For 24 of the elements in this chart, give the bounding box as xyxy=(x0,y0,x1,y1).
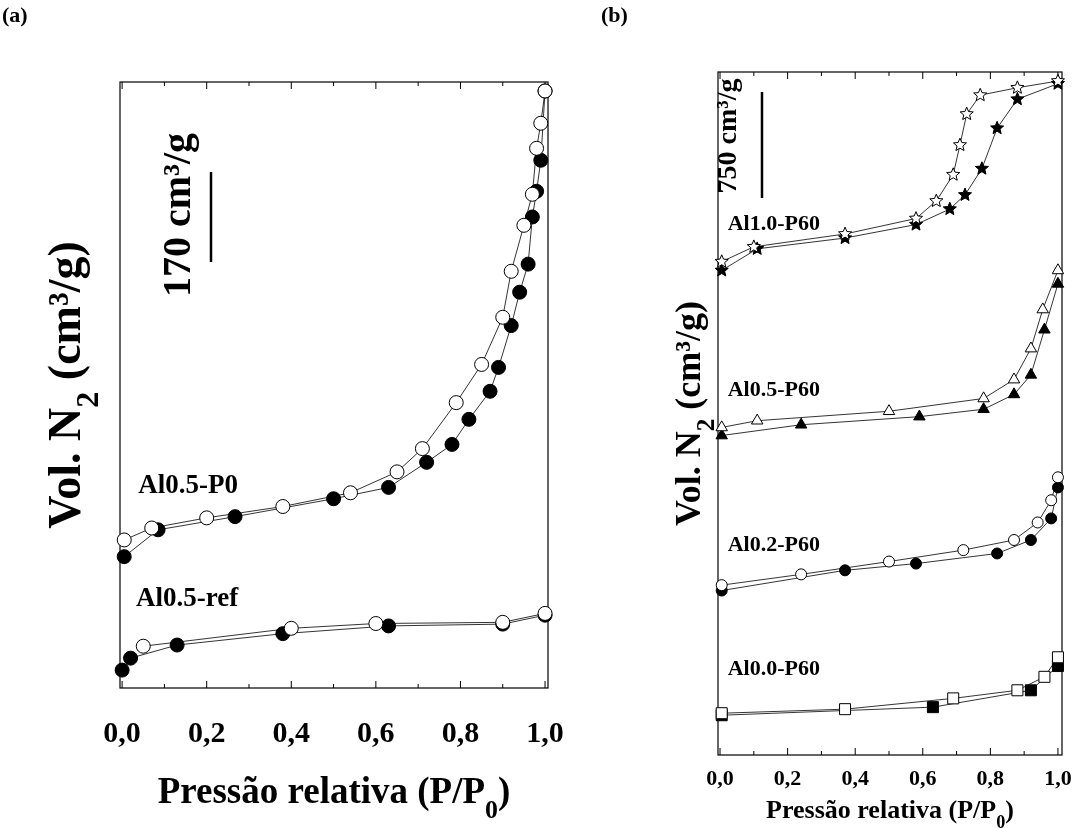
series-label: Al1.0-P60 xyxy=(727,210,820,236)
annotation: 170 cm³/g xyxy=(154,132,199,298)
chart-title: (a) xyxy=(2,2,28,27)
x-tick-label: 0,6 xyxy=(909,765,937,790)
x-axis-title: Pressão relativa (P/P$_{0}$) xyxy=(157,770,511,824)
chart-title: (b) xyxy=(601,2,628,27)
series-label: Al0.2-P60 xyxy=(727,530,820,556)
x-tick-label: 0,8 xyxy=(976,765,1005,790)
x-tick-label: 0,2 xyxy=(187,715,226,748)
x-axis-title: Pressão relativa (P/P$_{0}$) xyxy=(766,795,1014,828)
x-tick-label: 1,0 xyxy=(1044,765,1072,790)
x-tick-label: 0,6 xyxy=(357,715,395,748)
x-tick-label: 1,0 xyxy=(526,715,564,748)
series-label: Al0.5-ref xyxy=(136,582,240,613)
x-tick-label: 0,0 xyxy=(103,715,141,748)
x-tick-label: 0,2 xyxy=(773,765,802,790)
x-tick-label: 0,4 xyxy=(272,715,311,748)
annotation: 750 cm³/g xyxy=(711,78,742,194)
series-label: Al0.5-P60 xyxy=(727,375,820,401)
x-tick-label: 0,0 xyxy=(706,765,734,790)
series-label: Al0.5-P0 xyxy=(138,468,238,499)
x-tick-label: 0,8 xyxy=(441,715,480,748)
x-tick-label: 0,4 xyxy=(841,765,869,790)
series-label: Al0.0-P60 xyxy=(727,655,820,681)
